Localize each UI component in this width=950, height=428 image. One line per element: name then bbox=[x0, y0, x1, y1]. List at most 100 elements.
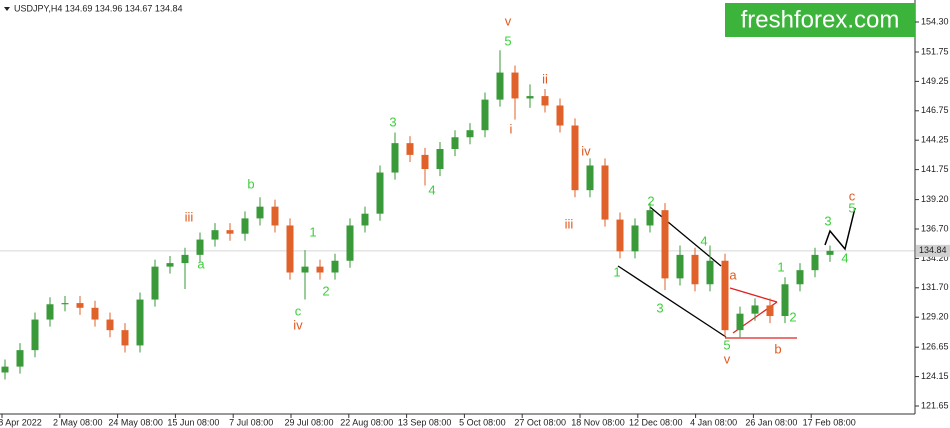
wave-label: iii bbox=[185, 209, 194, 224]
candle-body bbox=[256, 206, 264, 219]
candle-body bbox=[346, 225, 354, 261]
candle-body bbox=[736, 313, 744, 331]
candle-body bbox=[796, 270, 804, 285]
last-price-label: 134.84 bbox=[919, 245, 947, 255]
y-tick-label: 121.65 bbox=[921, 400, 949, 410]
candle-body bbox=[271, 206, 279, 226]
wave-label: 1 bbox=[613, 264, 620, 279]
candle-body bbox=[451, 137, 459, 150]
y-tick-label: 149.25 bbox=[921, 76, 949, 86]
x-tick-label: 29 Jul 08:00 bbox=[284, 417, 333, 427]
x-tick-label: 18 Nov 08:00 bbox=[571, 417, 625, 427]
candle-body bbox=[706, 260, 714, 285]
y-tick-label: 136.70 bbox=[921, 223, 949, 233]
wave-label: 3 bbox=[389, 114, 396, 129]
y-tick-label: 124.15 bbox=[921, 371, 949, 381]
candle-body bbox=[391, 143, 399, 173]
x-tick-label: 7 Jul 08:00 bbox=[229, 417, 273, 427]
candle-body bbox=[526, 96, 534, 99]
candle-body bbox=[31, 319, 39, 351]
candle-body bbox=[136, 299, 144, 346]
candle-body bbox=[751, 305, 759, 314]
wave-label: v bbox=[724, 351, 731, 366]
candle-body bbox=[181, 254, 189, 264]
x-tick-label: 13 Sep 08:00 bbox=[398, 417, 452, 427]
channel-line bbox=[617, 265, 727, 338]
wave-label: a bbox=[729, 267, 737, 282]
candle-body bbox=[1, 366, 9, 373]
y-tick-label: 146.75 bbox=[921, 105, 949, 115]
wave-label: iv bbox=[581, 143, 591, 158]
y-tick-label: 151.75 bbox=[921, 46, 949, 56]
y-tick-label: 141.75 bbox=[921, 164, 949, 174]
x-tick-label: 12 Dec 08:00 bbox=[629, 417, 683, 427]
candle-body bbox=[151, 266, 159, 300]
candle-body bbox=[196, 239, 204, 255]
candle-body bbox=[466, 130, 474, 138]
wave-label: 1 bbox=[309, 224, 316, 239]
candle-body bbox=[571, 125, 579, 191]
candle-body bbox=[541, 96, 549, 106]
wave-label: 4 bbox=[428, 182, 435, 197]
x-tick-label: 26 Jan 08:00 bbox=[745, 417, 797, 427]
candle-body bbox=[511, 72, 519, 99]
wave-label: iv bbox=[293, 317, 303, 332]
candle-body bbox=[436, 149, 444, 170]
candle-body bbox=[661, 210, 669, 279]
x-tick-label: 2 May 08:00 bbox=[53, 417, 103, 427]
x-tick-label: 17 Feb 08:00 bbox=[803, 417, 856, 427]
candle-body bbox=[826, 250, 834, 255]
candle-body bbox=[76, 303, 84, 308]
candles bbox=[1, 50, 834, 380]
wave-label: 3 bbox=[656, 300, 663, 315]
candle-body bbox=[106, 319, 114, 331]
x-tick-label: 27 Oct 08:00 bbox=[514, 417, 566, 427]
triangle-line bbox=[729, 287, 778, 303]
y-tick-label: 131.70 bbox=[921, 282, 949, 292]
y-tick-label: 134.20 bbox=[921, 253, 949, 263]
wave-label: 4 bbox=[700, 233, 707, 248]
logo-box bbox=[725, 3, 915, 37]
wave-label: 1 bbox=[777, 259, 784, 274]
candle-body bbox=[481, 99, 489, 131]
x-tick-label: 15 Jun 08:00 bbox=[167, 417, 219, 427]
candle-body bbox=[766, 305, 774, 317]
candle-body bbox=[241, 218, 249, 234]
candle-body bbox=[811, 254, 819, 271]
candle-body bbox=[691, 254, 699, 285]
candle-body bbox=[556, 105, 564, 126]
forecast-line bbox=[824, 207, 856, 251]
wave-label: 2 bbox=[789, 309, 796, 324]
wave-label: 5 bbox=[723, 337, 730, 352]
symbol-header: USDJPY,H4 134.69 134.96 134.67 134.84 bbox=[14, 3, 182, 13]
y-tick-label: 129.20 bbox=[921, 312, 949, 322]
y-tick-label: 139.20 bbox=[921, 194, 949, 204]
wave-label: c bbox=[849, 188, 856, 203]
wave-label: a bbox=[197, 256, 205, 271]
candle-body bbox=[301, 266, 309, 273]
candle-body bbox=[316, 266, 324, 273]
candle-body bbox=[331, 260, 339, 273]
candle-body bbox=[676, 254, 684, 279]
wave-label: b bbox=[247, 176, 254, 191]
wave-label: 2 bbox=[647, 193, 654, 208]
candle-body bbox=[286, 225, 294, 273]
candle-body bbox=[781, 284, 789, 317]
wave-label: i bbox=[510, 121, 513, 136]
x-tick-label: 8 Apr 2022 bbox=[0, 417, 42, 427]
wave-label: 5 bbox=[848, 200, 855, 215]
wave-label: 5 bbox=[504, 33, 511, 48]
candle-body bbox=[616, 219, 624, 252]
candle-body bbox=[421, 154, 429, 170]
candle-body bbox=[406, 143, 414, 155]
candle-body bbox=[211, 230, 219, 240]
x-tick-label: 22 Aug 08:00 bbox=[340, 417, 393, 427]
y-tick-label: 144.25 bbox=[921, 135, 949, 145]
candle-body bbox=[646, 210, 654, 226]
wave-label: v bbox=[505, 13, 512, 28]
menu-arrow[interactable] bbox=[4, 7, 10, 11]
candle-body bbox=[631, 225, 639, 252]
candle-body bbox=[121, 330, 129, 346]
